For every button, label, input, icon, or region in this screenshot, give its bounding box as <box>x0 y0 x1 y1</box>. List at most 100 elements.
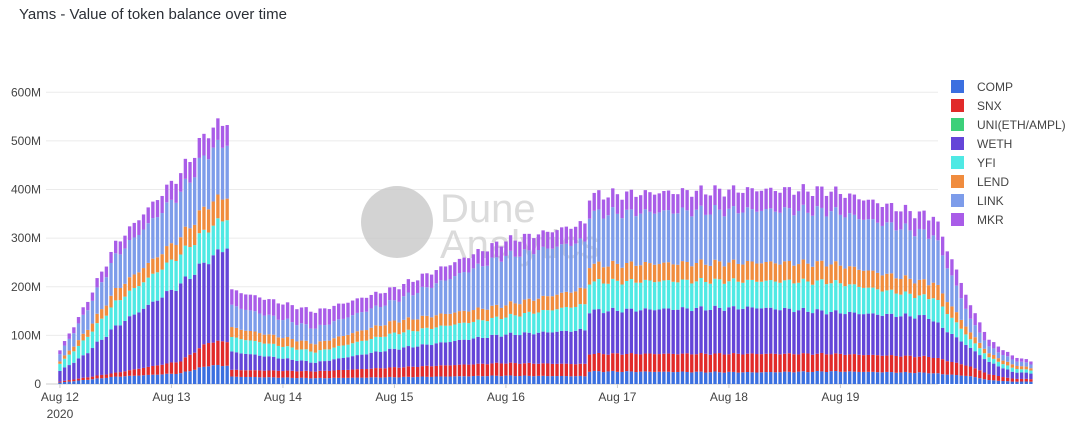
bar-segment-comp <box>397 377 401 384</box>
bar-segment-link <box>871 219 875 271</box>
bar-segment-yfi <box>211 225 215 256</box>
bar-segment-link <box>560 244 564 293</box>
bar-segment-mkr <box>555 230 559 247</box>
bar-segment-weth <box>415 346 420 368</box>
bar-segment-link <box>755 211 759 264</box>
bar-segment-yfi <box>894 293 898 318</box>
y-tick-label: 100M <box>11 328 41 342</box>
bar-segment-comp <box>313 378 318 384</box>
bar-segment-comp <box>634 372 638 384</box>
bar-segment-weth <box>151 301 155 366</box>
bar-segment-weth <box>355 355 359 370</box>
bar-segment-link <box>894 230 898 279</box>
bar-segment-yfi <box>494 316 499 335</box>
bar-segment-weth <box>443 342 448 366</box>
bar-segment-comp <box>467 376 471 384</box>
bar-segment-lend <box>931 282 936 299</box>
bar-segment-snx <box>67 380 71 382</box>
bar-segment-snx <box>216 340 220 365</box>
bar-segment-snx <box>885 355 889 372</box>
bar-segment-mkr <box>109 251 113 263</box>
bar-segment-comp <box>601 372 606 384</box>
bar-segment-yfi <box>652 282 657 311</box>
bar-segment-link <box>820 207 824 261</box>
bar-segment-link <box>913 236 917 284</box>
legend-item-mkr[interactable]: MKR <box>951 213 1004 227</box>
bar-segment-mkr <box>550 232 555 249</box>
bar-segment-mkr <box>169 180 174 200</box>
bar-segment-weth <box>666 308 671 354</box>
bar-segment-snx <box>657 354 661 372</box>
legend-item-snx[interactable]: SNX <box>951 99 1002 113</box>
bar-segment-comp <box>792 372 796 384</box>
bar-segment-comp <box>220 366 225 384</box>
bar-segment-yfi <box>950 317 954 334</box>
legend-item-uni-eth-ampl-[interactable]: UNI(ETH/AMPL) <box>951 118 1066 132</box>
bar-segment-mkr <box>954 269 959 286</box>
bar-segment-link <box>299 323 304 341</box>
bar-segment-mkr <box>467 258 471 273</box>
bar-segment-comp <box>852 371 857 384</box>
x-tick-label: Aug 18 <box>710 390 748 404</box>
bar-segment-snx <box>773 353 778 373</box>
bar-segment-yfi <box>271 343 276 357</box>
legend-item-weth[interactable]: WETH <box>951 137 1012 151</box>
bar-segment-comp <box>676 371 680 384</box>
legend-item-lend[interactable]: LEND <box>951 175 1009 189</box>
bar-segment-comp <box>871 371 875 384</box>
bar-segment-comp <box>392 377 397 384</box>
bar-segment-lend <box>885 273 889 291</box>
bar-segment-lend <box>104 305 109 316</box>
bar-segment-weth <box>852 312 857 355</box>
bar-segment-mkr <box>801 184 805 205</box>
bar-segment-yfi <box>708 283 713 310</box>
bar-segment-mkr <box>309 311 313 329</box>
bar-segment-link <box>676 213 680 265</box>
bar-segment-lend <box>62 355 67 359</box>
bar-segment-comp <box>197 367 201 384</box>
bar-segment-snx <box>485 364 490 377</box>
bar-segment-weth <box>499 336 503 364</box>
bar-segment-lend <box>996 358 1001 362</box>
bar-segment-mkr <box>383 292 387 306</box>
bar-segment-weth <box>388 348 392 368</box>
bar-segment-yfi <box>546 310 550 333</box>
bar-segment-snx <box>374 368 378 378</box>
bar-segment-comp <box>90 379 95 384</box>
bar-segment-yfi <box>374 336 378 352</box>
bar-segment-weth <box>657 309 661 355</box>
bar-segment-mkr <box>820 186 824 208</box>
bar-segment-weth <box>72 362 76 380</box>
bar-segment-snx <box>541 363 545 376</box>
bar-segment-lend <box>852 266 857 285</box>
bar-segment-mkr <box>1006 351 1010 357</box>
bar-segment-yfi <box>104 315 109 337</box>
bar-segment-mkr <box>745 187 750 208</box>
bar-segment-mkr <box>750 188 754 210</box>
bar-segment-yfi <box>350 343 355 357</box>
bar-segment-weth <box>318 361 322 371</box>
bar-segment-yfi <box>885 290 889 314</box>
bar-segment-lend <box>86 329 90 337</box>
bar-segment-mkr <box>151 201 155 219</box>
bar-segment-yfi <box>285 346 290 359</box>
bar-segment-snx <box>843 354 847 372</box>
legend-item-yfi[interactable]: YFI <box>951 156 996 170</box>
bar-segment-link <box>462 272 466 311</box>
bar-segment-lend <box>192 224 197 246</box>
legend-item-link[interactable]: LINK <box>951 194 1004 208</box>
bar-segment-mkr <box>332 305 336 322</box>
legend-item-comp[interactable]: COMP <box>951 80 1013 94</box>
bar-segment-weth <box>536 332 541 364</box>
legend[interactable]: COMP SNX UNI(ETH/AMPL) WETH YFI LEND LINK MKR <box>951 80 1066 227</box>
bar-segment-lend <box>936 284 940 300</box>
bar-segment-weth <box>546 332 550 364</box>
bar-segment-comp <box>592 370 596 384</box>
bar-segment-snx <box>815 353 819 371</box>
bar-segment-link <box>100 282 104 310</box>
bar-segment-snx <box>643 353 647 372</box>
bar-segment-lend <box>745 261 750 280</box>
bar-segment-mkr <box>1010 355 1014 360</box>
bar-segment-link <box>429 287 434 318</box>
bar-segment-link <box>597 209 601 262</box>
